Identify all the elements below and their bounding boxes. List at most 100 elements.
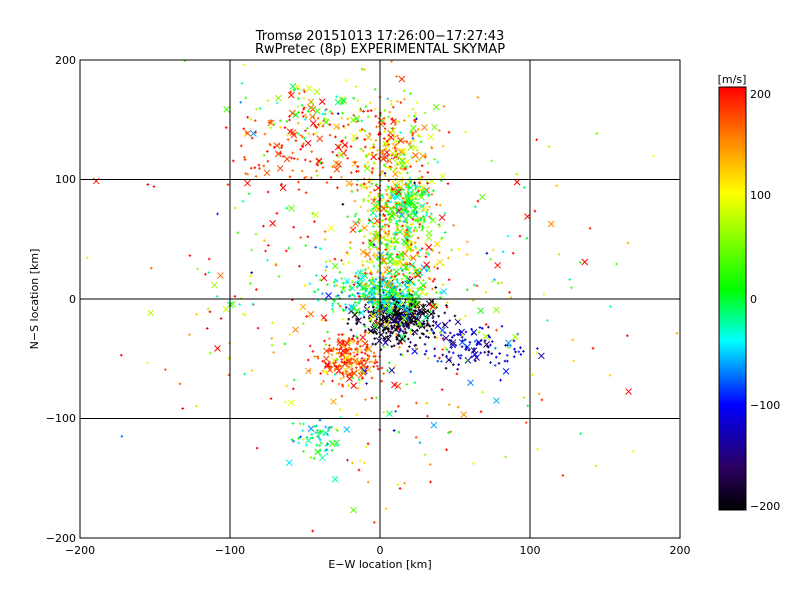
data-point-plus-marker: [571, 338, 575, 342]
data-point-plus-marker: [426, 322, 429, 325]
data-point-x-marker: [389, 149, 396, 157]
data-point-x-marker: [343, 426, 351, 433]
data-point-plus-marker: [395, 184, 398, 187]
data-point-plus-marker: [292, 225, 295, 229]
data-point-plus-marker: [342, 309, 345, 312]
data-point-plus-marker: [421, 215, 425, 218]
data-point-plus-marker: [371, 260, 374, 263]
data-point-plus-marker: [120, 353, 123, 357]
data-point-x-marker: [397, 148, 405, 156]
data-point-plus-marker: [394, 323, 398, 326]
data-point-x-marker: [355, 358, 363, 366]
data-point-plus-marker: [435, 203, 438, 206]
data-point-plus-marker: [206, 307, 210, 311]
data-point-plus-marker: [392, 278, 395, 281]
data-point-plus-marker: [360, 67, 364, 71]
data-point-plus-marker: [290, 438, 294, 442]
data-point-plus-marker: [362, 283, 366, 287]
data-point-plus-marker: [363, 68, 366, 71]
data-point-plus-marker: [244, 172, 247, 175]
data-point-x-marker: [419, 152, 427, 160]
data-point-x-marker: [345, 358, 353, 366]
data-point-plus-marker: [487, 350, 490, 353]
data-point-plus-marker: [447, 278, 451, 282]
data-point-x-marker: [479, 193, 486, 201]
data-point-plus-marker: [377, 133, 380, 136]
data-point-plus-marker: [414, 228, 417, 231]
data-point-plus-marker: [347, 123, 350, 127]
data-point-plus-marker: [416, 149, 419, 152]
data-point-plus-marker: [364, 445, 368, 449]
data-point-plus-marker: [410, 240, 413, 244]
data-point-plus-marker: [296, 105, 300, 109]
data-point-plus-marker: [433, 335, 437, 339]
data-point-plus-marker: [407, 114, 411, 118]
data-point-plus-marker: [420, 164, 424, 167]
data-point-plus-marker: [387, 224, 391, 228]
data-point-x-marker: [330, 398, 337, 405]
data-point-plus-marker: [383, 301, 386, 304]
data-point-plus-marker: [393, 168, 397, 172]
data-point-plus-marker: [383, 304, 387, 307]
data-point-plus-marker: [358, 109, 362, 112]
data-point-plus-marker: [360, 377, 364, 380]
data-point-plus-marker: [450, 335, 454, 339]
data-point-plus-marker: [302, 438, 305, 441]
data-point-plus-marker: [285, 206, 289, 210]
data-point-plus-marker: [409, 328, 413, 332]
data-point-plus-marker: [384, 310, 388, 314]
data-point-x-marker: [431, 123, 438, 131]
data-point-plus-marker: [360, 287, 364, 290]
data-point-plus-marker: [535, 351, 538, 355]
data-point-plus-marker: [395, 274, 398, 277]
data-point-plus-marker: [146, 361, 149, 364]
data-point-plus-marker: [447, 130, 451, 134]
data-point-plus-marker: [351, 139, 355, 143]
data-point-plus-marker: [304, 129, 307, 132]
data-point-plus-marker: [348, 352, 352, 356]
data-point-plus-marker: [361, 263, 365, 267]
data-point-plus-marker: [409, 280, 412, 284]
data-point-plus-marker: [254, 175, 258, 178]
data-point-plus-marker: [389, 102, 393, 106]
data-point-plus-marker: [340, 140, 343, 143]
data-point-x-marker: [412, 152, 419, 159]
data-point-plus-marker: [340, 360, 344, 364]
data-point-plus-marker: [301, 135, 304, 139]
data-point-x-marker: [511, 333, 519, 341]
data-point-plus-marker: [383, 238, 387, 241]
data-point-x-marker: [425, 243, 433, 251]
data-point-plus-marker: [336, 186, 339, 190]
data-point-plus-marker: [375, 183, 378, 186]
data-point-plus-marker: [309, 456, 313, 459]
data-point-x-marker: [365, 134, 372, 141]
data-point-plus-marker: [414, 218, 418, 222]
data-point-plus-marker: [415, 401, 418, 405]
data-point-x-marker: [348, 304, 356, 312]
data-point-plus-marker: [419, 218, 422, 221]
data-point-plus-marker: [233, 206, 237, 210]
data-point-plus-marker: [470, 355, 474, 359]
data-point-plus-marker: [424, 242, 427, 245]
x-tick-label: −100: [215, 544, 245, 557]
data-point-x-marker: [147, 309, 155, 317]
data-point-plus-marker: [250, 248, 253, 252]
data-point-plus-marker: [387, 308, 391, 312]
data-point-plus-marker: [310, 150, 314, 153]
data-point-plus-marker: [409, 223, 413, 227]
data-point-plus-marker: [373, 196, 377, 199]
data-point-plus-marker: [324, 269, 327, 272]
data-point-plus-marker: [301, 429, 305, 432]
data-point-plus-marker: [240, 81, 244, 85]
data-point-plus-marker: [207, 271, 211, 274]
data-point-plus-marker: [335, 284, 339, 287]
data-point-plus-marker: [542, 292, 546, 296]
data-point-plus-marker: [243, 133, 247, 136]
data-point-plus-marker: [333, 284, 336, 287]
data-point-x-marker: [429, 303, 437, 310]
data-point-x-marker: [482, 333, 490, 340]
data-point-plus-marker: [384, 243, 388, 246]
data-point-plus-marker: [414, 183, 417, 187]
data-point-x-marker: [322, 118, 330, 126]
data-point-plus-marker: [364, 358, 368, 361]
